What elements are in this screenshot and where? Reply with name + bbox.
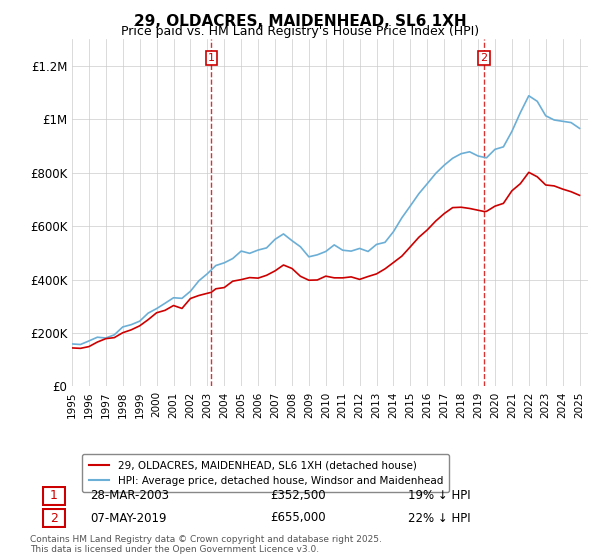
Text: 28-MAR-2003: 28-MAR-2003 bbox=[90, 489, 169, 502]
Text: 2: 2 bbox=[481, 53, 488, 63]
Text: 07-MAY-2019: 07-MAY-2019 bbox=[90, 511, 167, 525]
Text: Contains HM Land Registry data © Crown copyright and database right 2025.
This d: Contains HM Land Registry data © Crown c… bbox=[30, 535, 382, 554]
FancyBboxPatch shape bbox=[43, 509, 65, 527]
Legend: 29, OLDACRES, MAIDENHEAD, SL6 1XH (detached house), HPI: Average price, detached: 29, OLDACRES, MAIDENHEAD, SL6 1XH (detac… bbox=[82, 454, 449, 492]
Text: Price paid vs. HM Land Registry's House Price Index (HPI): Price paid vs. HM Land Registry's House … bbox=[121, 25, 479, 38]
Text: 22% ↓ HPI: 22% ↓ HPI bbox=[408, 511, 470, 525]
FancyBboxPatch shape bbox=[43, 487, 65, 505]
Text: 1: 1 bbox=[50, 489, 58, 502]
Text: 19% ↓ HPI: 19% ↓ HPI bbox=[408, 489, 470, 502]
Text: 1: 1 bbox=[208, 53, 215, 63]
Text: 29, OLDACRES, MAIDENHEAD, SL6 1XH: 29, OLDACRES, MAIDENHEAD, SL6 1XH bbox=[134, 14, 466, 29]
Text: £655,000: £655,000 bbox=[270, 511, 326, 525]
Text: £352,500: £352,500 bbox=[270, 489, 326, 502]
Text: 2: 2 bbox=[50, 511, 58, 525]
